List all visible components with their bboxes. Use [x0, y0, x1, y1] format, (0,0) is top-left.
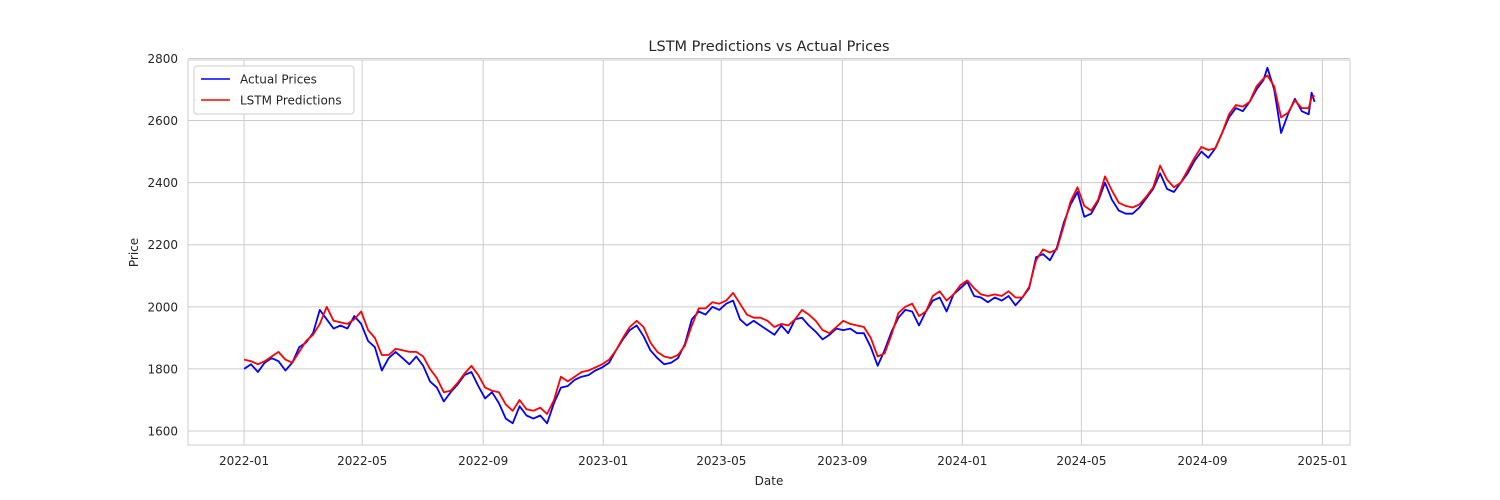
x-tick-label: 2024-09 — [1177, 454, 1227, 468]
y-tick-label: 2400 — [147, 176, 178, 190]
x-tick-label: 2022-09 — [458, 454, 508, 468]
legend-box — [193, 65, 355, 115]
x-tick-label: 2024-01 — [937, 454, 987, 468]
series-layer — [243, 66, 1316, 425]
x-axis-label: Date — [755, 474, 784, 488]
grid — [188, 57, 1350, 445]
x-axis-ticks: 2022-01 2022-05 2022-09 2023-01 2023-05 2023-… — [219, 454, 1348, 468]
legend-label-lstm: LSTM Predictions — [240, 94, 342, 108]
y-tick-label: 2200 — [147, 238, 178, 252]
y-tick-label: 2600 — [147, 114, 178, 128]
plot-area-frame — [187, 59, 1351, 446]
chart-title: LSTM Predictions vs Actual Prices — [648, 39, 889, 55]
legend: Actual Prices LSTM Predictions — [193, 65, 355, 115]
y-axis-ticks: 1600 1800 2000 2200 2400 2600 2800 — [147, 52, 178, 439]
y-tick-label: 1800 — [147, 362, 178, 376]
y-tick-label: 2800 — [147, 52, 178, 66]
x-tick-label: 2025-01 — [1297, 454, 1347, 468]
y-tick-label: 1600 — [147, 425, 178, 439]
y-axis-label: Price — [127, 238, 141, 267]
y-tick-label: 2000 — [147, 300, 178, 314]
x-tick-label: 2023-01 — [578, 454, 628, 468]
legend-label-actual: Actual Prices — [240, 73, 317, 87]
x-tick-label: 2024-05 — [1056, 454, 1106, 468]
x-tick-label: 2023-09 — [817, 454, 867, 468]
x-tick-label: 2023-05 — [696, 454, 746, 468]
series-line-lstm-predictions — [243, 74, 1316, 415]
x-tick-label: 2022-01 — [219, 454, 269, 468]
x-tick-label: 2022-05 — [337, 454, 387, 468]
series-line-actual-prices — [243, 66, 1316, 425]
